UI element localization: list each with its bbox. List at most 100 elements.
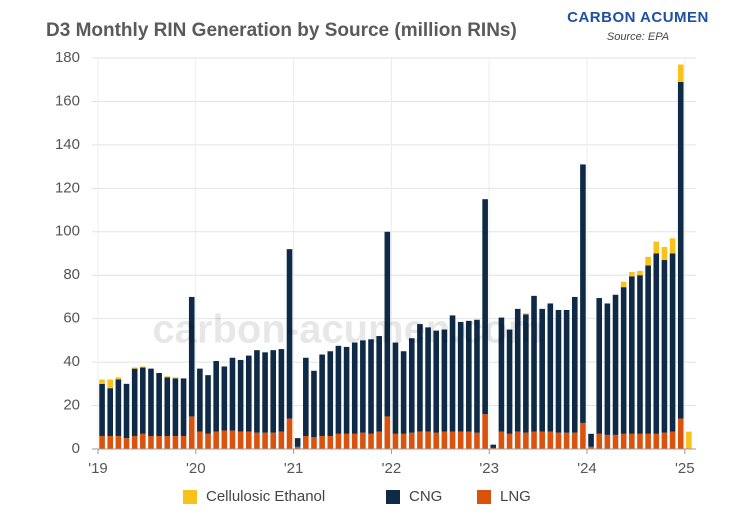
bar-segment: [172, 377, 179, 379]
bar-segment: [449, 315, 456, 432]
bar-segment: [148, 368, 154, 436]
bar-segment: [262, 432, 268, 449]
bar-segment: [180, 378, 187, 436]
bar-segment: [604, 434, 611, 449]
bar-segment: [506, 433, 513, 449]
bar-segment: [457, 431, 464, 449]
bar-segment: [319, 435, 325, 449]
bar-segment: [645, 433, 651, 449]
bar-segment: [205, 375, 211, 434]
bar-segment: [131, 435, 138, 449]
bar-segment: [677, 64, 684, 82]
bar-segment: [107, 388, 114, 436]
bar-segment: [115, 435, 122, 449]
bar-segment: [653, 241, 660, 254]
bar-segment: [677, 81, 684, 419]
bar-segment: [661, 432, 668, 449]
bar-segment: [392, 342, 399, 434]
bar-segment: [343, 346, 350, 434]
bar-segment: [156, 435, 162, 449]
legend: Cellulosic Ethanol CNG LNG: [183, 488, 531, 505]
source-note: Source: EPA: [607, 31, 669, 43]
bar-segment: [523, 313, 529, 315]
bar-segment: [449, 431, 456, 449]
watermark: carbon-acumen.com: [152, 308, 543, 352]
bar-segment: [571, 296, 578, 433]
x-tick-label: '21: [284, 460, 304, 477]
bar-segment: [563, 309, 570, 433]
bar-segment: [123, 383, 130, 439]
axes: 0 20 40 60 80 100 120 140 160 180 '19 '20 '21 '22 '23 '…: [55, 49, 696, 477]
bar-segment: [620, 287, 627, 434]
bar-segment: [368, 433, 374, 449]
bar-segment: [278, 431, 285, 449]
bar-segment: [425, 431, 431, 449]
bar-segment: [376, 336, 382, 432]
bar-segment: [351, 342, 358, 434]
bar-segment: [360, 340, 366, 433]
bar-segment: [661, 246, 668, 261]
chart-title: D3 Monthly RIN Generation by Source (mil…: [46, 20, 517, 41]
bar-segment: [441, 431, 448, 449]
bar-segment: [425, 327, 431, 432]
bar-segment: [604, 303, 611, 435]
y-tick-label: 120: [55, 179, 80, 196]
x-tick-label: '24: [577, 460, 597, 477]
y-tick-label: 60: [63, 310, 80, 327]
bar-segment: [620, 281, 627, 288]
bar-segment: [99, 379, 105, 384]
bar-segment: [612, 294, 619, 435]
bar-segment: [547, 303, 554, 432]
bar-segment: [270, 350, 277, 433]
bar-segment: [311, 370, 317, 438]
bar-segment: [140, 367, 146, 434]
bar-segment: [588, 446, 594, 449]
bar-segment: [580, 164, 586, 423]
bar-segment: [107, 435, 114, 449]
bar-segment: [457, 321, 464, 432]
bar-segment: [188, 416, 195, 449]
bar-segment: [417, 324, 423, 432]
bar-segment: [392, 433, 399, 449]
y-tick-label: 160: [55, 92, 80, 109]
bar-segment: [653, 433, 660, 449]
bar-segment: [384, 416, 391, 449]
legend-swatch: [386, 490, 400, 504]
bar-segment: [506, 329, 513, 434]
bar-segment: [400, 433, 407, 449]
bar-segment: [523, 314, 529, 433]
bar-segment: [474, 432, 480, 449]
bar-segment: [474, 319, 480, 433]
legend-label: Cellulosic Ethanol: [206, 488, 325, 505]
bar-segment: [490, 447, 497, 449]
bar-segment: [197, 431, 203, 449]
bar-segment: [441, 329, 448, 432]
y-tick-label: 100: [55, 223, 80, 240]
bar-segment: [294, 438, 301, 447]
x-tick-label: '19: [88, 460, 108, 477]
bar-segment: [213, 431, 219, 449]
bar-segment: [677, 418, 684, 449]
bar-segment: [645, 256, 651, 266]
grid: [92, 57, 696, 450]
bar-segment: [319, 354, 325, 436]
y-tick-label: 140: [55, 136, 80, 153]
bar-segment: [172, 378, 179, 436]
bar-segment: [311, 437, 317, 449]
bar-segment: [99, 435, 105, 449]
bar-segment: [580, 422, 586, 449]
bar-segment: [629, 271, 635, 277]
bar-segment: [131, 367, 138, 369]
bar-segment: [172, 435, 179, 449]
bar-segment: [629, 276, 635, 434]
bar-segment: [351, 433, 358, 449]
y-tick-label: 180: [55, 49, 80, 66]
bar-segment: [417, 431, 423, 449]
bar-segment: [123, 438, 130, 449]
bar-segment: [555, 309, 562, 433]
bar-segment: [115, 379, 122, 436]
bar-segment: [571, 432, 578, 449]
bar-segment: [343, 433, 350, 449]
bar-segment: [514, 431, 521, 449]
bar-segment: [164, 376, 171, 378]
